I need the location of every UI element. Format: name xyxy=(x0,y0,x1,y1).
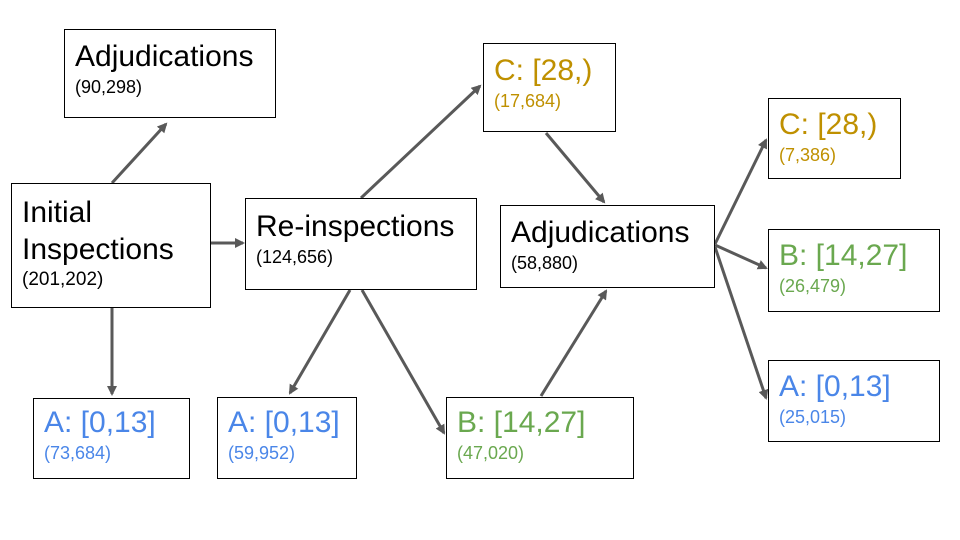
node-count: (73,684) xyxy=(44,443,112,463)
node-title: Re-inspections xyxy=(256,210,455,243)
node-reinspections: Re-inspections (124,656) xyxy=(245,198,477,290)
node-title-line1: Initial xyxy=(22,196,93,229)
node-title: Adjudications xyxy=(511,216,690,249)
node-final-grade-a: A: [0,13] (25,015) xyxy=(768,360,940,442)
node-title: A: [0,13] xyxy=(228,406,340,439)
node-count: (124,656) xyxy=(256,247,334,267)
node-reinspection-grade-a: A: [0,13] (59,952) xyxy=(217,397,357,479)
node-count: (58,880) xyxy=(511,253,579,273)
node-count: (201,202) xyxy=(22,269,104,290)
node-initial-grade-a: A: [0,13] (73,684) xyxy=(33,398,190,479)
node-adjudications-top: Adjudications (90,298) xyxy=(64,29,276,118)
node-count: (25,015) xyxy=(779,407,847,427)
arrow-grade-c-to-adjudications xyxy=(544,132,606,204)
arrow-adjudications-to-final-a xyxy=(713,246,769,400)
node-title: C: [28,) xyxy=(779,108,878,141)
arrow-initial-to-adjudications xyxy=(110,122,168,185)
arrow-grade-b-to-adjudications xyxy=(539,289,608,397)
node-count: (59,952) xyxy=(228,443,296,463)
node-title: B: [14,27] xyxy=(457,406,586,439)
node-initial-inspections: Initial Inspections (201,202) xyxy=(11,183,211,308)
arrow-reinspections-to-grade-c xyxy=(359,84,482,200)
node-count: (17,684) xyxy=(494,91,562,111)
node-count: (7,386) xyxy=(779,145,837,165)
node-title: A: [0,13] xyxy=(44,406,156,439)
node-title: B: [14,27] xyxy=(779,239,908,272)
node-title-line2: Inspections xyxy=(22,233,174,266)
arrow-adjudications-to-final-b xyxy=(714,243,768,270)
node-adjudications-mid: Adjudications (58,880) xyxy=(500,205,715,288)
arrow-adjudications-to-final-c xyxy=(713,138,768,245)
node-final-grade-c: C: [28,) (7,386) xyxy=(768,98,901,179)
node-reinspection-grade-b: B: [14,27] (47,020) xyxy=(446,397,634,479)
node-title: A: [0,13] xyxy=(779,370,891,403)
node-title: C: [28,) xyxy=(494,54,593,87)
node-title: Adjudications xyxy=(75,40,254,73)
node-count: (90,298) xyxy=(75,77,143,97)
node-reinspection-grade-c: C: [28,) (17,684) xyxy=(483,43,616,132)
arrow-reinspections-to-grade-a xyxy=(288,289,352,395)
arrow-reinspections-to-grade-b xyxy=(360,289,446,435)
node-final-grade-b: B: [14,27] (26,479) xyxy=(768,229,940,312)
node-count: (47,020) xyxy=(457,443,525,463)
node-count: (26,479) xyxy=(779,276,847,296)
